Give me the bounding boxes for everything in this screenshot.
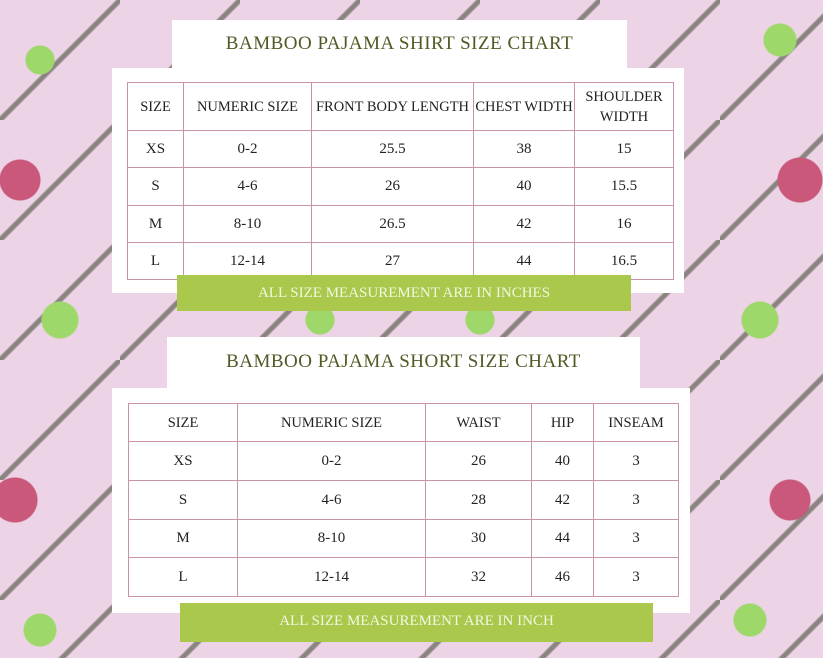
short-table-cell: 42 xyxy=(531,479,594,520)
short-table-cell: 12-14 xyxy=(237,557,426,597)
short-table-row: M 8-10 30 44 3 xyxy=(128,518,679,559)
short-header-row: SIZE NUMERIC SIZE WAIST HIP INSEAM xyxy=(128,403,679,442)
short-table-cell: M xyxy=(128,518,238,559)
shirt-column-header: NUMERIC SIZE xyxy=(183,82,312,131)
short-table-cell: 26 xyxy=(425,441,532,481)
short-table-cell: 3 xyxy=(593,441,679,481)
short-chart-title: BAMBOO PAJAMA SHORT SIZE CHART xyxy=(167,351,640,373)
short-column-header: INSEAM xyxy=(593,403,679,442)
short-table-cell: S xyxy=(128,479,238,520)
short-column-header: NUMERIC SIZE xyxy=(237,403,426,442)
short-table-cell: 30 xyxy=(425,518,532,559)
short-column-header: WAIST xyxy=(425,403,532,442)
short-table-cell: 32 xyxy=(425,557,532,597)
short-note-text: ALL SIZE MEASUREMENT ARE IN INCH xyxy=(279,613,554,629)
shirt-table-cell: 8-10 xyxy=(183,204,312,243)
short-table-cell: 3 xyxy=(593,557,679,597)
short-table-cell: 4-6 xyxy=(237,479,426,520)
short-table-cell: 28 xyxy=(425,479,532,520)
short-table-cell: 0-2 xyxy=(237,441,426,481)
short-chart-title-text: BAMBOO PAJAMA SHORT SIZE CHART xyxy=(226,351,581,372)
shirt-note-text: ALL SIZE MEASUREMENT ARE IN INCHES xyxy=(257,285,551,301)
shirt-table-cell: XS xyxy=(127,129,184,169)
short-table-row: XS 0-2 26 40 3 xyxy=(128,441,679,481)
shirt-table-row: S 4-6 26 40 15.5 xyxy=(127,167,674,206)
shirt-column-header: CHEST WIDTH xyxy=(473,82,575,131)
shirt-table-cell: 16.5 xyxy=(574,241,674,281)
shirt-table-cell: 16 xyxy=(574,204,674,243)
short-table-cell: 46 xyxy=(531,557,594,597)
shirt-table-cell: 40 xyxy=(473,167,575,206)
short-table-cell: L xyxy=(128,557,238,597)
shirt-table-row: M 8-10 26.5 42 16 xyxy=(127,204,674,243)
shirt-chart-title: BAMBOO PAJAMA SHIRT SIZE CHART xyxy=(172,33,627,55)
shirt-table-cell: S xyxy=(127,167,184,206)
shirt-table-cell: 4-6 xyxy=(183,167,312,206)
shirt-table-cell: M xyxy=(127,204,184,243)
short-table-cell: 40 xyxy=(531,441,594,481)
shirt-header-row: SIZE NUMERIC SIZE FRONT BODY LENGTH CHEST W… xyxy=(127,82,674,131)
shirt-table-row: L 12-14 27 44 16.5 xyxy=(127,241,674,281)
shirt-table-cell: 27 xyxy=(311,241,474,281)
shirt-column-header: FRONT BODY LENGTH xyxy=(311,82,474,131)
shirt-size-table: SIZE NUMERIC SIZE FRONT BODY LENGTH CHEST W… xyxy=(127,82,674,281)
shirt-table-cell: 44 xyxy=(473,241,575,281)
shirt-measurement-note: ALL SIZE MEASUREMENT ARE IN INCHES xyxy=(177,275,631,311)
shirt-table-cell: 26.5 xyxy=(311,204,474,243)
short-table-cell: 3 xyxy=(593,479,679,520)
shirt-table-cell: 42 xyxy=(473,204,575,243)
short-table-cell: 8-10 xyxy=(237,518,426,559)
short-measurement-note: ALL SIZE MEASUREMENT ARE IN INCH xyxy=(180,603,653,642)
shirt-column-header: SHOULDER WIDTH xyxy=(574,82,674,131)
short-table-cell: XS xyxy=(128,441,238,481)
shirt-table-cell: 0-2 xyxy=(183,129,312,169)
short-table-cell: 44 xyxy=(531,518,594,559)
short-table-cell: 3 xyxy=(593,518,679,559)
shirt-chart-title-text: BAMBOO PAJAMA SHIRT SIZE CHART xyxy=(225,33,574,54)
shirt-table-row: XS 0-2 25.5 38 15 xyxy=(127,129,674,169)
shirt-table-cell: 15 xyxy=(574,129,674,169)
short-table-row: S 4-6 28 42 3 xyxy=(128,479,679,520)
short-table-row: L 12-14 32 46 3 xyxy=(128,557,679,597)
shirt-table-cell: L xyxy=(127,241,184,281)
shirt-table-cell: 38 xyxy=(473,129,575,169)
shirt-table-cell: 15.5 xyxy=(574,167,674,206)
short-column-header: HIP xyxy=(531,403,594,442)
shirt-column-header: SIZE xyxy=(127,82,184,131)
shirt-table-cell: 12-14 xyxy=(183,241,312,281)
short-size-table: SIZE NUMERIC SIZE WAIST HIP INSEAM XS 0-2 26 40 3… xyxy=(128,403,679,597)
shirt-table-cell: 25.5 xyxy=(311,129,474,169)
short-column-header: SIZE xyxy=(128,403,238,442)
shirt-table-cell: 26 xyxy=(311,167,474,206)
